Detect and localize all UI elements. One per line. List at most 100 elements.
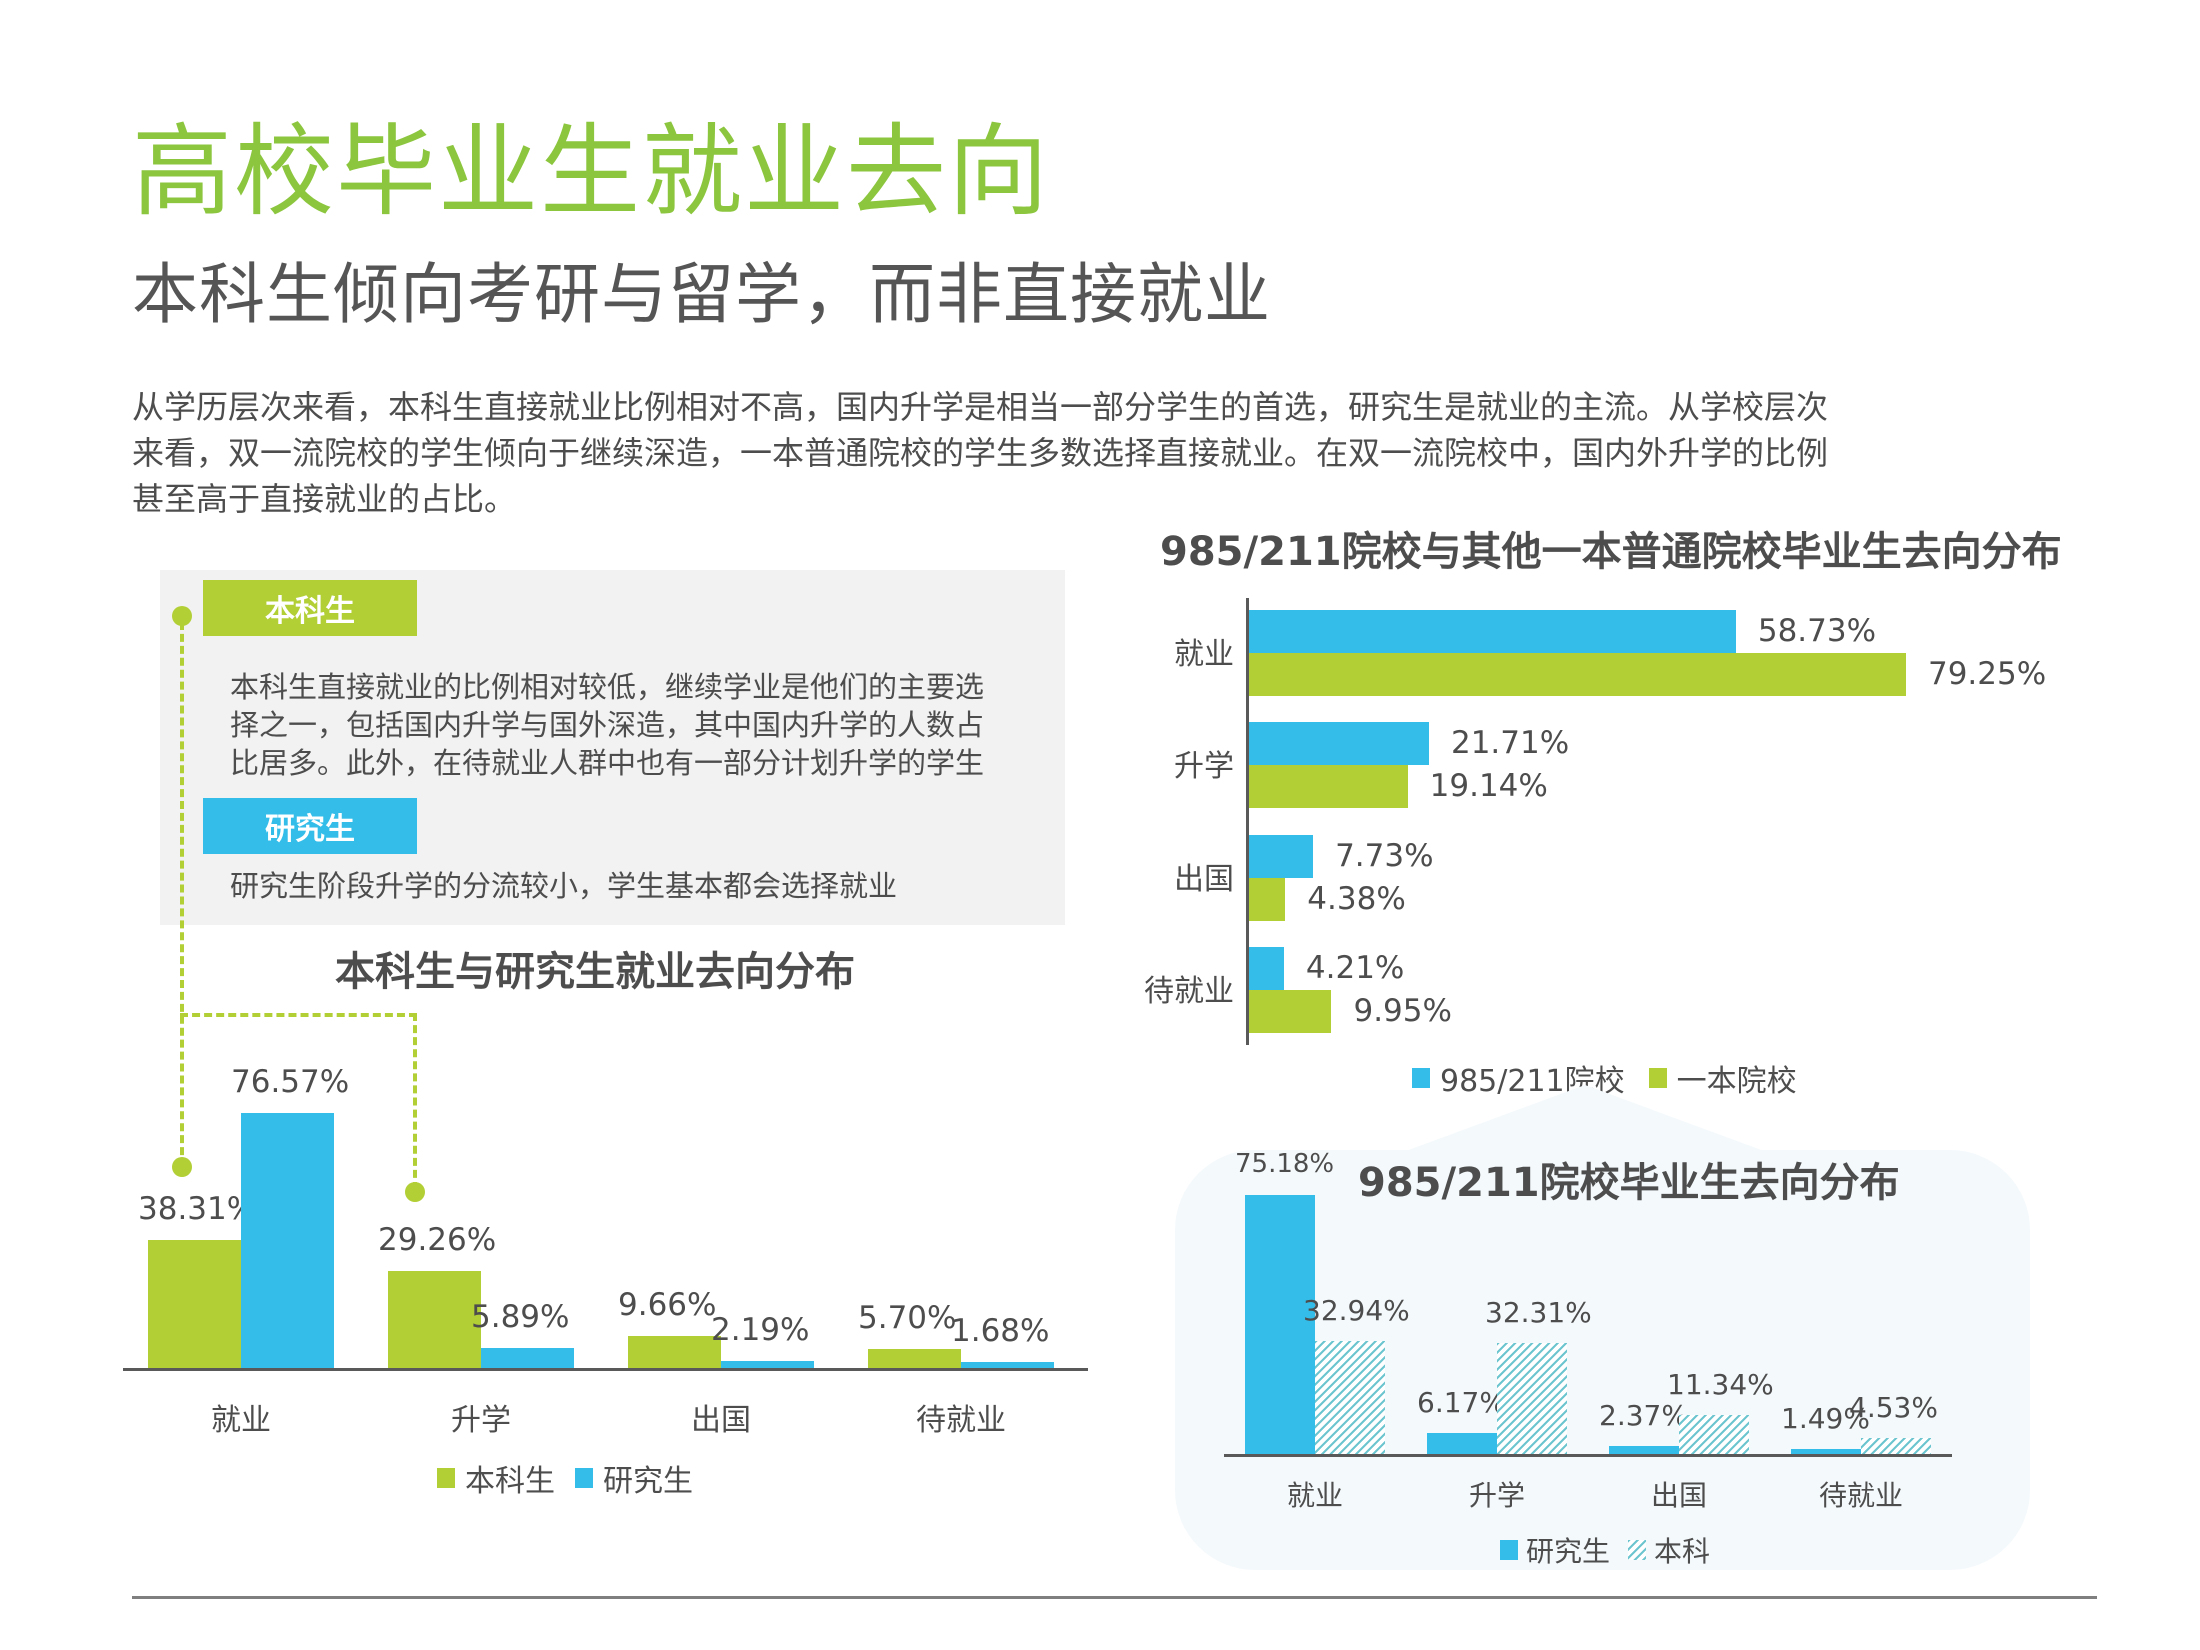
undergrad-description-line: 择之一，包括国内升学与国外深造，其中国内升学的人数占 <box>230 708 985 742</box>
data-label: 4.21% <box>1305 950 1405 986</box>
undergrad-description: 本科生直接就业的比例相对较低，继续学业是他们的主要选 择之一，包括国内升学与国外… <box>230 668 984 782</box>
intro-line: 来看，双一流院校的学生倾向于继续深造，一本普通院校的学生多数选择直接就业。在双一… <box>132 434 1829 472</box>
connector-line-horizontal <box>180 1013 417 1017</box>
legend-swatch-undergrad <box>437 1468 455 1488</box>
bar-985-211 <box>1249 835 1314 878</box>
left-chart-legend: 本科生 研究生 <box>437 1456 693 1500</box>
data-label: 19.14% <box>1429 768 1548 804</box>
data-label: 11.34% <box>1667 1367 1774 1401</box>
data-label: 2.37% <box>1599 1398 1688 1432</box>
data-label: 9.66% <box>618 1286 717 1323</box>
right-chart-axis <box>1246 598 1249 1045</box>
legend-swatch-grad <box>575 1468 593 1488</box>
category-label: 就业 <box>211 1403 271 1438</box>
data-label: 76.57% <box>231 1064 350 1101</box>
bar-undergrad <box>868 1349 961 1368</box>
bar-grad <box>241 1113 334 1368</box>
category-label: 出国 <box>1651 1479 1708 1512</box>
left-chart-title: 本科生与研究生就业去向分布 <box>335 949 855 995</box>
category-label: 就业 <box>1287 1479 1344 1512</box>
info-panel: 本科生 本科生直接就业的比例相对较低，继续学业是他们的主要选 择之一，包括国内升… <box>160 570 1065 925</box>
legend-label: 本科 <box>1654 1535 1711 1568</box>
bar-tier1 <box>1249 653 1906 696</box>
data-label: 5.70% <box>858 1300 957 1337</box>
left-chart-baseline <box>123 1368 1088 1371</box>
footer-divider <box>132 1596 2097 1599</box>
bar-undergrad <box>628 1335 721 1368</box>
page-subtitle: 本科生倾向考研与留学，而非直接就业 <box>132 256 1271 333</box>
category-label: 待就业 <box>1819 1479 1904 1512</box>
category-label: 就业 <box>1174 637 1234 672</box>
bar-grad <box>481 1348 574 1368</box>
intro-line: 甚至高于直接就业的占比。 <box>132 480 517 518</box>
legend-swatch-grad <box>1500 1540 1518 1560</box>
connector-line-vertical <box>413 1013 417 1190</box>
bar-undergrad-hatched <box>1315 1340 1385 1454</box>
bar-985-211 <box>1249 947 1284 990</box>
inset-chart-baseline <box>1224 1454 1952 1457</box>
data-label: 4.38% <box>1307 881 1406 917</box>
grad-description: 研究生阶段升学的分流较小，学生基本都会选择就业 <box>230 869 898 903</box>
bar-undergrad-hatched <box>1861 1438 1931 1454</box>
bar-undergrad <box>148 1240 241 1368</box>
category-label: 升学 <box>1469 1479 1526 1512</box>
inset-chart-title: 985/211院校毕业生去向分布 <box>1358 1160 1900 1206</box>
data-label: 1.49% <box>1781 1401 1870 1435</box>
connector-line-vertical <box>180 622 184 1167</box>
legend-swatch-985-211 <box>1412 1068 1430 1088</box>
connector-dot-top <box>172 606 192 626</box>
legend-label: 研究生 <box>1526 1535 1611 1568</box>
bar-undergrad <box>388 1270 481 1368</box>
data-label: 58.73% <box>1757 613 1877 649</box>
bar-985-211 <box>1249 722 1429 765</box>
data-label: 79.25% <box>1927 656 2047 692</box>
category-label: 出国 <box>1174 862 1234 897</box>
bar-tier1 <box>1249 990 1332 1033</box>
bar-tier1 <box>1249 765 1408 808</box>
data-label: 9.95% <box>1353 993 1452 1029</box>
bar-grad <box>1609 1445 1679 1454</box>
data-label: 2.19% <box>711 1311 810 1348</box>
bar-grad <box>961 1362 1054 1368</box>
intro-line: 从学历层次来看，本科生直接就业比例相对不高，国内升学是相当一部分学生的首选，研究… <box>132 388 1829 426</box>
data-label: 38.31% <box>138 1191 257 1228</box>
data-label: 6.17% <box>1417 1385 1506 1419</box>
legend-swatch-tier1 <box>1648 1068 1667 1088</box>
inset-chart-legend: 研究生 本科 <box>1500 1530 1710 1570</box>
undergrad-description-line: 本科生直接就业的比例相对较低，继续学业是他们的主要选 <box>230 670 985 704</box>
data-label: 5.89% <box>471 1299 570 1336</box>
category-label: 待就业 <box>1144 974 1234 1009</box>
data-label: 29.26% <box>378 1221 497 1258</box>
legend-label: 本科生 <box>465 1464 555 1499</box>
bar-undergrad-hatched <box>1497 1342 1567 1454</box>
grad-tag: 研究生 <box>203 798 417 854</box>
data-label: 32.31% <box>1485 1295 1592 1329</box>
data-label: 1.68% <box>951 1313 1050 1350</box>
category-label: 升学 <box>451 1403 511 1438</box>
data-label: 32.94% <box>1303 1293 1410 1327</box>
data-label: 75.18% <box>1235 1149 1335 1180</box>
bar-undergrad-hatched <box>1679 1414 1749 1454</box>
intro-paragraph: 从学历层次来看，本科生直接就业比例相对不高，国内升学是相当一部分学生的首选，研究… <box>132 384 2107 522</box>
data-label: 4.53% <box>1849 1391 1938 1425</box>
undergrad-tag: 本科生 <box>203 580 417 636</box>
bar-tier1 <box>1249 878 1286 921</box>
undergrad-description-line: 比居多。此外，在待就业人群中也有一部分计划升学的学生 <box>230 746 985 780</box>
right-chart-title: 985/211院校与其他一本普通院校毕业生去向分布 <box>1160 529 2062 575</box>
legend-label: 研究生 <box>603 1464 693 1499</box>
bar-grad <box>1245 1195 1315 1454</box>
bar-grad <box>1427 1432 1497 1454</box>
category-label: 升学 <box>1174 749 1234 784</box>
connector-dot-further-study <box>405 1182 425 1202</box>
source-note-clipped <box>132 1527 712 1533</box>
legend-swatch-undergrad-hatched <box>1628 1540 1647 1560</box>
data-label: 7.73% <box>1335 838 1434 874</box>
bar-985-211 <box>1249 610 1736 653</box>
bar-grad <box>721 1360 814 1368</box>
page-title: 高校毕业生就业去向 <box>132 113 1050 230</box>
category-label: 待就业 <box>916 1403 1006 1438</box>
data-label: 21.71% <box>1450 725 1570 761</box>
bar-grad <box>1791 1448 1861 1454</box>
category-label: 出国 <box>691 1403 751 1438</box>
connector-dot-employment <box>172 1157 192 1177</box>
